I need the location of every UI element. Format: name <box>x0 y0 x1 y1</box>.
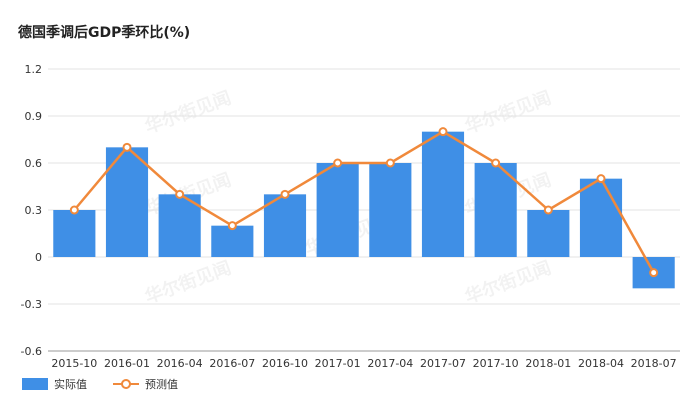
bar <box>579 178 623 257</box>
bar <box>369 163 412 257</box>
y-tick-label: -0.3 <box>21 298 42 311</box>
bar <box>474 163 517 257</box>
bar <box>53 210 96 257</box>
x-tick-label: 2017-01 <box>315 357 361 370</box>
forecast-point <box>227 221 237 231</box>
legend-item-actual[interactable]: 实际值 <box>22 376 87 392</box>
bar <box>421 131 465 257</box>
x-tick-label: 2016-07 <box>209 357 255 370</box>
legend-bar-swatch <box>22 378 48 390</box>
forecast-point <box>69 205 79 215</box>
x-tick-label: 2018-07 <box>631 357 677 370</box>
chart-title: 德国季调后GDP季环比(%) <box>18 25 191 41</box>
bar <box>527 210 570 257</box>
forecast-point <box>333 158 343 168</box>
watermark: 华尔街见闻 <box>462 257 554 308</box>
x-tick-label: 2017-07 <box>420 357 466 370</box>
y-tick-label: 0.6 <box>25 157 43 170</box>
bar <box>211 225 254 257</box>
x-tick-label: 2017-04 <box>367 357 413 370</box>
forecast-point <box>175 189 185 199</box>
y-tick-label: 0 <box>35 251 42 264</box>
y-tick-label: -0.6 <box>21 345 42 358</box>
x-tick-label: 2016-01 <box>104 357 150 370</box>
x-tick-label: 2016-04 <box>157 357 203 370</box>
bar <box>263 194 307 257</box>
forecast-point <box>596 174 606 184</box>
legend-line-swatch <box>113 378 139 390</box>
y-tick-label: 1.2 <box>25 63 43 76</box>
y-tick-label: 0.3 <box>25 204 43 217</box>
x-tick-label: 2018-04 <box>578 357 624 370</box>
chart-legend: 实际值 预测值 <box>22 376 204 392</box>
x-tick-label: 2017-10 <box>473 357 519 370</box>
watermark: 华尔街见闻 <box>142 257 234 308</box>
forecast-point <box>438 127 448 137</box>
bar <box>316 163 359 257</box>
y-tick-label: 0.9 <box>25 110 43 123</box>
legend-label-actual: 实际值 <box>54 378 87 391</box>
forecast-point <box>280 189 290 199</box>
forecast-point <box>385 158 395 168</box>
forecast-point <box>649 268 659 278</box>
forecast-line <box>73 130 655 274</box>
watermark: 华尔街见闻 <box>462 87 554 138</box>
x-tick-label: 2015-10 <box>51 357 97 370</box>
legend-item-forecast[interactable]: 预测值 <box>113 376 178 392</box>
x-tick-label: 2016-10 <box>262 357 308 370</box>
forecast-point <box>122 142 132 152</box>
x-tick-label: 2018-01 <box>525 357 571 370</box>
legend-label-forecast: 预测值 <box>145 378 178 391</box>
watermark: 华尔街见闻 <box>142 87 234 138</box>
forecast-point <box>543 205 553 215</box>
forecast-point <box>491 158 501 168</box>
bar <box>158 194 201 257</box>
